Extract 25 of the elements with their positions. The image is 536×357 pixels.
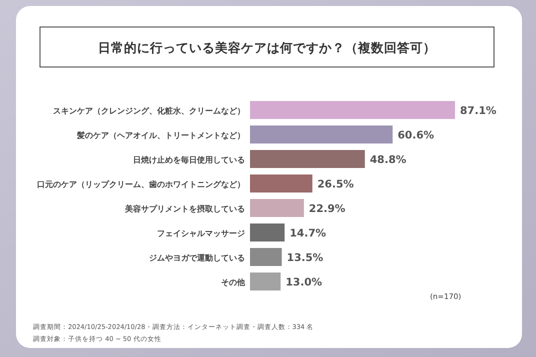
y-tick-label: スキンケア（クレンジング、化粧水、クリームなど）: [53, 106, 245, 116]
data-label: 48.8%: [370, 154, 407, 166]
bar: [250, 150, 365, 168]
bar: [250, 126, 393, 144]
y-tick-label: フェイシャルマッサージ: [157, 229, 245, 238]
y-tick-label: ジムやヨガで運動している: [149, 254, 245, 262]
bar: [250, 174, 312, 192]
data-label: 87.1%: [460, 105, 497, 117]
data-label: 22.9%: [308, 203, 346, 215]
data-label: 60.6%: [398, 130, 435, 142]
bar: [250, 224, 285, 242]
data-label: 13.5%: [286, 252, 324, 264]
data-label: 13.0%: [286, 276, 323, 288]
chart-title: 日常的に行っている美容ケアは何ですか？（複数回答可）: [98, 40, 436, 55]
y-tick-label: その他: [221, 278, 246, 287]
y-tick-label: 美容サプリメントを摂取している: [124, 204, 245, 214]
bar: [250, 272, 281, 290]
data-label: 14.7%: [290, 228, 327, 240]
bar: [250, 199, 304, 217]
y-tick-label: 日焼け止めを毎日使用している: [133, 156, 245, 164]
y-tick-label: 口元のケア（リップクリーム、歯のホワイトニングなど）: [37, 180, 245, 189]
bar: [250, 248, 282, 266]
bar: [250, 101, 455, 119]
y-tick-label: 髪のケア（ヘアオイル、トリートメントなど）: [76, 131, 245, 140]
data-label: 26.5%: [317, 178, 354, 190]
